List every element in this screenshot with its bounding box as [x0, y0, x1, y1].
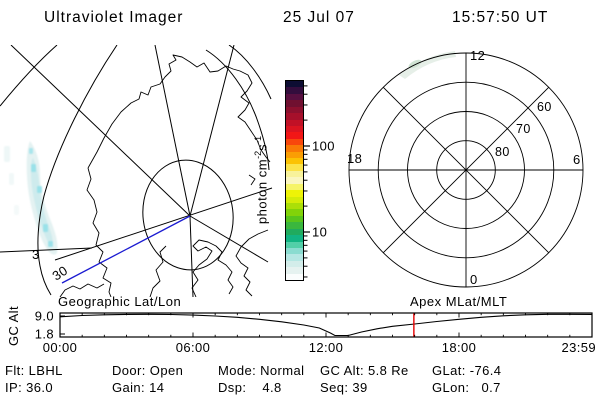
- polar-grid: [348, 52, 584, 288]
- colorbar-band: [286, 215, 303, 223]
- colorbar-band: [286, 247, 303, 255]
- colorbar-units-text: photon cm: [254, 158, 270, 225]
- status-glat: GLat: -76.4: [432, 363, 502, 378]
- colorbar-band: [286, 209, 303, 216]
- colorbar-band: [286, 241, 303, 248]
- status-gain: Gain: 14: [112, 380, 165, 395]
- colorbar-units-text2: s: [254, 143, 270, 151]
- colorbar-band: [286, 164, 303, 171]
- colorbar-band: [286, 183, 303, 191]
- colorbar-band: [286, 273, 303, 281]
- colorbar-band: [286, 235, 303, 242]
- colorbar-band: [286, 138, 303, 146]
- colorbar-axis: 100 10: [304, 85, 335, 278]
- status-door: Door: Open: [112, 363, 184, 378]
- colorbar-band: [286, 260, 303, 268]
- observation-time: 15:57:50 UT: [452, 9, 549, 26]
- status-seq: Seq: 39: [320, 380, 368, 395]
- colorbar-band: [286, 100, 303, 107]
- colorbar-units-label: photon cm-2s-1: [253, 95, 273, 265]
- strip-chart-ylabel: GC Alt: [6, 306, 21, 346]
- apex-polar-panel: 12 18 6 0 80 70 60: [347, 48, 584, 288]
- polar-mlt-6-label: 6: [573, 152, 581, 167]
- colorbar-tick-label: 100: [312, 139, 335, 154]
- strip-xtick-label: 00:00: [43, 340, 78, 355]
- colorbar-band: [286, 125, 303, 133]
- colorbar-units-exp2: -1: [253, 135, 263, 144]
- colorbar: [285, 80, 304, 281]
- observation-date: 25 Jul 07: [283, 9, 355, 26]
- colorbar-band: [286, 254, 303, 261]
- map-orbit-track-line: [61, 215, 191, 284]
- colorbar-band: [286, 106, 303, 114]
- polar-caption: Apex MLat/MLT: [410, 294, 508, 309]
- colorbar-band: [286, 267, 303, 274]
- colorbar-band: [286, 113, 303, 120]
- colorbar-band: [286, 145, 303, 152]
- colorbar-band: [286, 190, 303, 197]
- colorbar-band: [286, 87, 303, 94]
- map-coastline: [59, 54, 271, 297]
- colorbar-tick-label: 10: [312, 225, 327, 240]
- colorbar-band: [286, 151, 303, 159]
- strip-xtick-label: 06:00: [176, 340, 211, 355]
- colorbar-band: [286, 119, 303, 126]
- colorbar-band: [286, 196, 303, 204]
- colorbar-band: [286, 132, 303, 139]
- strip-xtick-label: 12:00: [309, 340, 344, 355]
- status-mode: Mode: Normal: [218, 363, 305, 378]
- strip-ytick-label: 9.0: [35, 309, 54, 324]
- strip-ytick-label: 1.8: [35, 327, 54, 342]
- colorbar-units-exp: -2: [253, 150, 263, 159]
- colorbar-band: [286, 158, 303, 165]
- gc-alt-curve: [59, 313, 592, 337]
- strip-xtick-label: 18:00: [442, 340, 477, 355]
- status-ip: IP: 36.0: [5, 380, 54, 395]
- colorbar-band: [286, 228, 303, 236]
- polar-aurora-arc: [399, 51, 456, 79]
- gc-alt-strip-chart: GC Alt 00:00 06:00 12:00 18:00 23:59 9.0 1.8: [6, 306, 596, 356]
- map-grid-label: 3: [32, 247, 40, 262]
- polar-mlt-0-label: 0: [470, 272, 478, 287]
- colorbar-band: [286, 177, 303, 184]
- polar-ring-80-label: 80: [495, 145, 510, 159]
- colorbar-band: [286, 170, 303, 178]
- polar-mlt-18-label: 18: [347, 151, 362, 166]
- status-flt: Flt: LBHL: [5, 363, 63, 378]
- map-caption: Geographic Lat/Lon: [58, 294, 182, 309]
- geographic-map-panel: 3 30: [0, 45, 273, 297]
- colorbar-band: [286, 203, 303, 210]
- status-glon: GLon: 0.7: [432, 380, 501, 395]
- map-aurora-blob: [4, 141, 58, 255]
- polar-ring-60-label: 60: [537, 100, 552, 114]
- colorbar-band: [286, 81, 303, 88]
- status-dsp: Dsp: 4.8: [218, 380, 282, 395]
- strip-chart-dynamic: 00:00 06:00 12:00 18:00 23:59 9.0 1.8: [35, 309, 596, 356]
- polar-ring-70-label: 70: [516, 122, 531, 136]
- colorbar-band: [286, 93, 303, 101]
- map-grid: [0, 45, 273, 297]
- strip-xtick-label: 23:59: [561, 340, 596, 355]
- app-title: Ultraviolet Imager: [44, 9, 184, 26]
- status-gc-alt: GC Alt: 5.8 Re: [320, 363, 409, 378]
- colorbar-band: [286, 222, 303, 229]
- map-track-label: 30: [49, 263, 70, 284]
- polar-mlt-12-label: 12: [470, 48, 485, 63]
